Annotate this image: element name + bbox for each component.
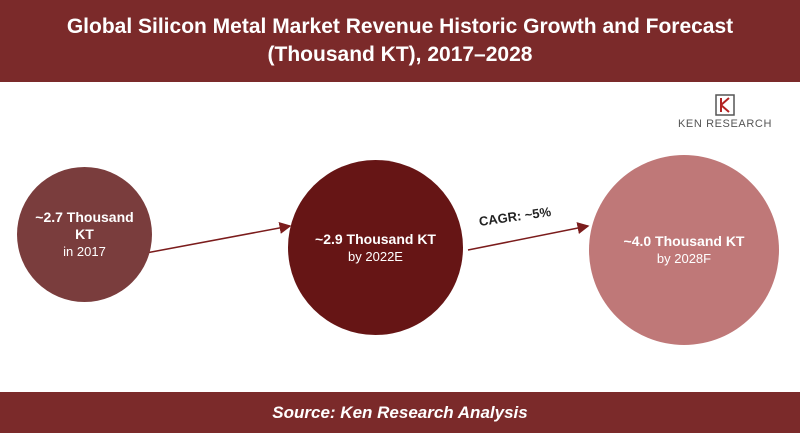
- bubble-2022: ~2.9 Thousand KT by 2022E: [288, 160, 463, 335]
- bubble-2022-value: ~2.9 Thousand KT: [315, 230, 436, 247]
- ken-research-logo: KEN RESEARCH: [672, 94, 778, 134]
- arrow-2017-to-2022: [145, 222, 292, 254]
- bubble-2017: ~2.7 Thousand KT in 2017: [17, 167, 152, 302]
- bubble-2022-period: by 2022E: [348, 248, 403, 264]
- bubble-2028-value: ~4.0 Thousand KT: [623, 233, 745, 249]
- bubble-2028-period: by 2028F: [656, 251, 712, 266]
- title-band: Global Silicon Metal Market Revenue Hist…: [0, 0, 800, 82]
- bubble-2017-value: ~2.7 Thousand KT: [35, 209, 134, 242]
- ken-research-logo-icon: [715, 94, 735, 116]
- bubble-2017-period: in 2017: [63, 244, 106, 259]
- bubble-2028: ~4.0 Thousand KT by 2028F: [589, 155, 779, 345]
- source-band: Source: Ken Research Analysis: [0, 392, 800, 433]
- arrow-2022-to-2028: [467, 222, 590, 251]
- source-text: Source: Ken Research Analysis: [272, 402, 528, 422]
- chart-title-line-2: (Thousand KT), 2017–2028: [267, 43, 533, 66]
- logo-text: KEN RESEARCH: [678, 118, 772, 130]
- chart-title-line-1: Global Silicon Metal Market Revenue Hist…: [66, 15, 734, 38]
